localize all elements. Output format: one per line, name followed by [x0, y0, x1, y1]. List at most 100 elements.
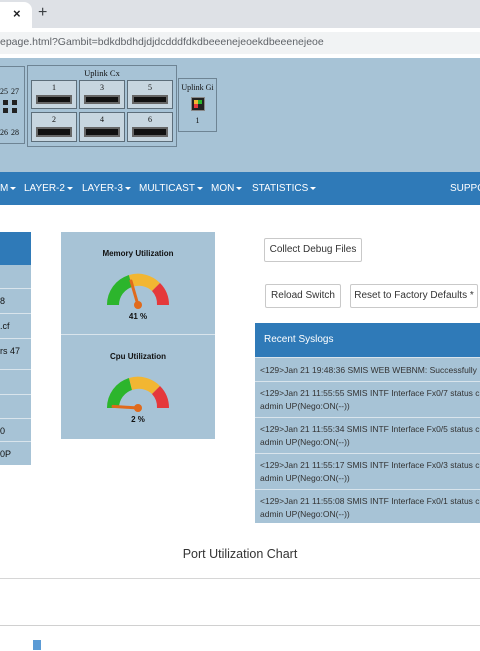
port-label-26: 26	[0, 128, 8, 137]
menu-item-layer-3[interactable]: LAYER-3	[82, 172, 131, 205]
caret-down-icon	[310, 186, 317, 190]
port-label-25: 25	[0, 87, 8, 96]
uplink-cx-port-6[interactable]: 6	[127, 112, 173, 142]
gauge-yellow-band	[129, 376, 160, 394]
menu-label: MULTICAST	[139, 183, 195, 194]
uplink-cx-title: Uplink Cx	[84, 68, 120, 78]
system-info-row: .cf	[0, 313, 31, 339]
port-number: 2	[52, 115, 56, 124]
uplink-cx-port-4[interactable]: 4	[79, 112, 125, 142]
close-tab-icon[interactable]: ×	[13, 6, 21, 21]
uplink-gi-panel: Uplink Gi 1	[178, 78, 217, 132]
memory-gauge	[106, 273, 170, 309]
system-info-row: rs 47	[0, 338, 31, 364]
memory-gauge-value: 41 %	[128, 312, 148, 321]
uplink-cx-port-3[interactable]: 3	[79, 80, 125, 109]
address-bar: epage.html?Gambit=bdkdbdhdjdjdcdddfdkdbe…	[0, 28, 480, 59]
syslog-line: admin UP(Nego:ON(--))	[260, 437, 350, 447]
recent-syslogs-panel: Recent Syslogs <129>Jan 21 19:48:36 SMIS…	[255, 323, 480, 523]
syslog-line: <129>Jan 21 19:48:36 SMIS WEB WEBNM: Suc…	[260, 365, 477, 375]
syslog-line: admin UP(Nego:ON(--))	[260, 509, 350, 519]
syslog-entry: <129>Jan 21 19:48:36 SMIS WEB WEBNM: Suc…	[255, 357, 480, 381]
caret-down-icon	[124, 186, 131, 190]
caret-down-icon	[66, 186, 73, 190]
uplink-gi-title: Uplink Gi	[181, 83, 214, 92]
port-26[interactable]	[3, 108, 8, 113]
port-led-icon	[198, 100, 202, 104]
sfp-slot	[36, 95, 72, 104]
memory-gauge-title: Memory Utilization	[102, 249, 174, 258]
recent-syslogs-title: Recent Syslogs	[264, 334, 334, 345]
menu-item-statistics[interactable]: STATISTICS	[252, 172, 317, 205]
chart-separator	[0, 578, 480, 579]
uplink-gi-port-label: 1	[195, 116, 200, 125]
syslog-entry: <129>Jan 21 11:55:34 SMIS INTF Interface…	[255, 417, 480, 453]
gauge-yellow-band	[129, 273, 160, 291]
menu-item-mon[interactable]: MON	[211, 172, 243, 205]
syslog-entry: <129>Jan 21 11:55:55 SMIS INTF Interface…	[255, 381, 480, 417]
system-info-panel: 8 .cf rs 47 0 0P	[0, 232, 31, 465]
uplink-cx-panel: Uplink Cx 1 3 5 2 4 6	[27, 65, 177, 147]
syslog-entry: <129>Jan 21 11:55:17 SMIS INTF Interface…	[255, 453, 480, 489]
port-28[interactable]	[12, 108, 17, 113]
cpu-gauge-value: 2 %	[131, 415, 145, 424]
gauge-red-band	[152, 386, 170, 408]
gauge-green-band	[106, 275, 132, 305]
menu-item-multicast[interactable]: MULTICAST	[139, 172, 203, 205]
uplink-cx-port-2[interactable]: 2	[31, 112, 77, 142]
syslog-line: <129>Jan 21 11:55:17 SMIS INTF Interface…	[260, 460, 480, 470]
port-number: 5	[148, 83, 152, 92]
url-field[interactable]	[0, 32, 480, 54]
sfp-slot	[132, 127, 168, 137]
uplink-gi-port-1[interactable]	[191, 97, 205, 111]
reset-factory-defaults-button[interactable]: Reset to Factory Defaults *	[350, 284, 478, 308]
utilization-gauges-panel: Memory Utilization 41 % Cpu Utilization …	[61, 232, 215, 439]
port-led-icon	[194, 100, 198, 104]
caret-down-icon	[196, 186, 203, 190]
port-label-28: 28	[11, 128, 19, 137]
gauge-needle	[111, 404, 140, 410]
gauge-hub	[134, 301, 142, 309]
port-number: 1	[52, 83, 56, 92]
gauge-divider	[61, 334, 215, 335]
port-27[interactable]	[12, 100, 17, 105]
gauge-hub	[134, 404, 142, 412]
cpu-gauge-title: Cpu Utilization	[110, 352, 166, 361]
new-tab-button[interactable]: +	[38, 4, 48, 21]
port-label-27: 27	[11, 87, 19, 96]
port-number: 3	[100, 83, 104, 92]
main-menu-bar: M LAYER-2 LAYER-3 MULTICAST MON STATISTI…	[0, 172, 480, 205]
system-info-row	[0, 394, 31, 420]
syslog-line: <129>Jan 21 11:55:08 SMIS INTF Interface…	[260, 496, 480, 506]
menu-item-system[interactable]: M	[0, 172, 17, 205]
menu-item-support[interactable]: SUPPO	[450, 183, 480, 194]
port-number: 6	[148, 115, 152, 124]
reload-switch-button[interactable]: Reload Switch	[265, 284, 341, 308]
port-group-left: 25 27 26 28	[0, 66, 25, 144]
system-info-row: 8	[0, 288, 31, 314]
gauge-needle	[129, 279, 140, 307]
port-utilization-chart-title: Port Utilization Chart	[182, 547, 298, 561]
sfp-slot	[36, 127, 72, 137]
port-25[interactable]	[3, 100, 8, 105]
menu-item-layer-2[interactable]: LAYER-2	[24, 172, 73, 205]
menu-label: MON	[211, 183, 235, 194]
caret-down-icon	[10, 186, 17, 190]
menu-label: M	[0, 183, 9, 194]
syslog-line: <129>Jan 21 11:55:55 SMIS INTF Interface…	[260, 388, 480, 398]
syslog-line: <129>Jan 21 11:55:34 SMIS INTF Interface…	[260, 424, 480, 434]
sfp-slot	[132, 95, 168, 104]
system-info-row	[0, 369, 31, 395]
menu-label: LAYER-2	[24, 183, 65, 194]
chart-bar	[33, 640, 41, 650]
collect-debug-files-button[interactable]: Collect Debug Files	[264, 238, 362, 262]
caret-down-icon	[236, 186, 243, 190]
browser-tab[interactable]	[0, 2, 32, 28]
url-text[interactable]: epage.html?Gambit=bdkdbdhdjdjdcdddfdkdbe…	[0, 36, 324, 48]
syslog-line: admin UP(Nego:ON(--))	[260, 401, 350, 411]
uplink-cx-port-5[interactable]: 5	[127, 80, 173, 109]
gauge-green-band	[106, 378, 132, 408]
device-front-panel: 25 27 26 28 Uplink Cx 1 3 5 2 4	[0, 58, 480, 172]
uplink-cx-port-1[interactable]: 1	[31, 80, 77, 109]
syslog-entry: <129>Jan 21 11:55:08 SMIS INTF Interface…	[255, 489, 480, 523]
